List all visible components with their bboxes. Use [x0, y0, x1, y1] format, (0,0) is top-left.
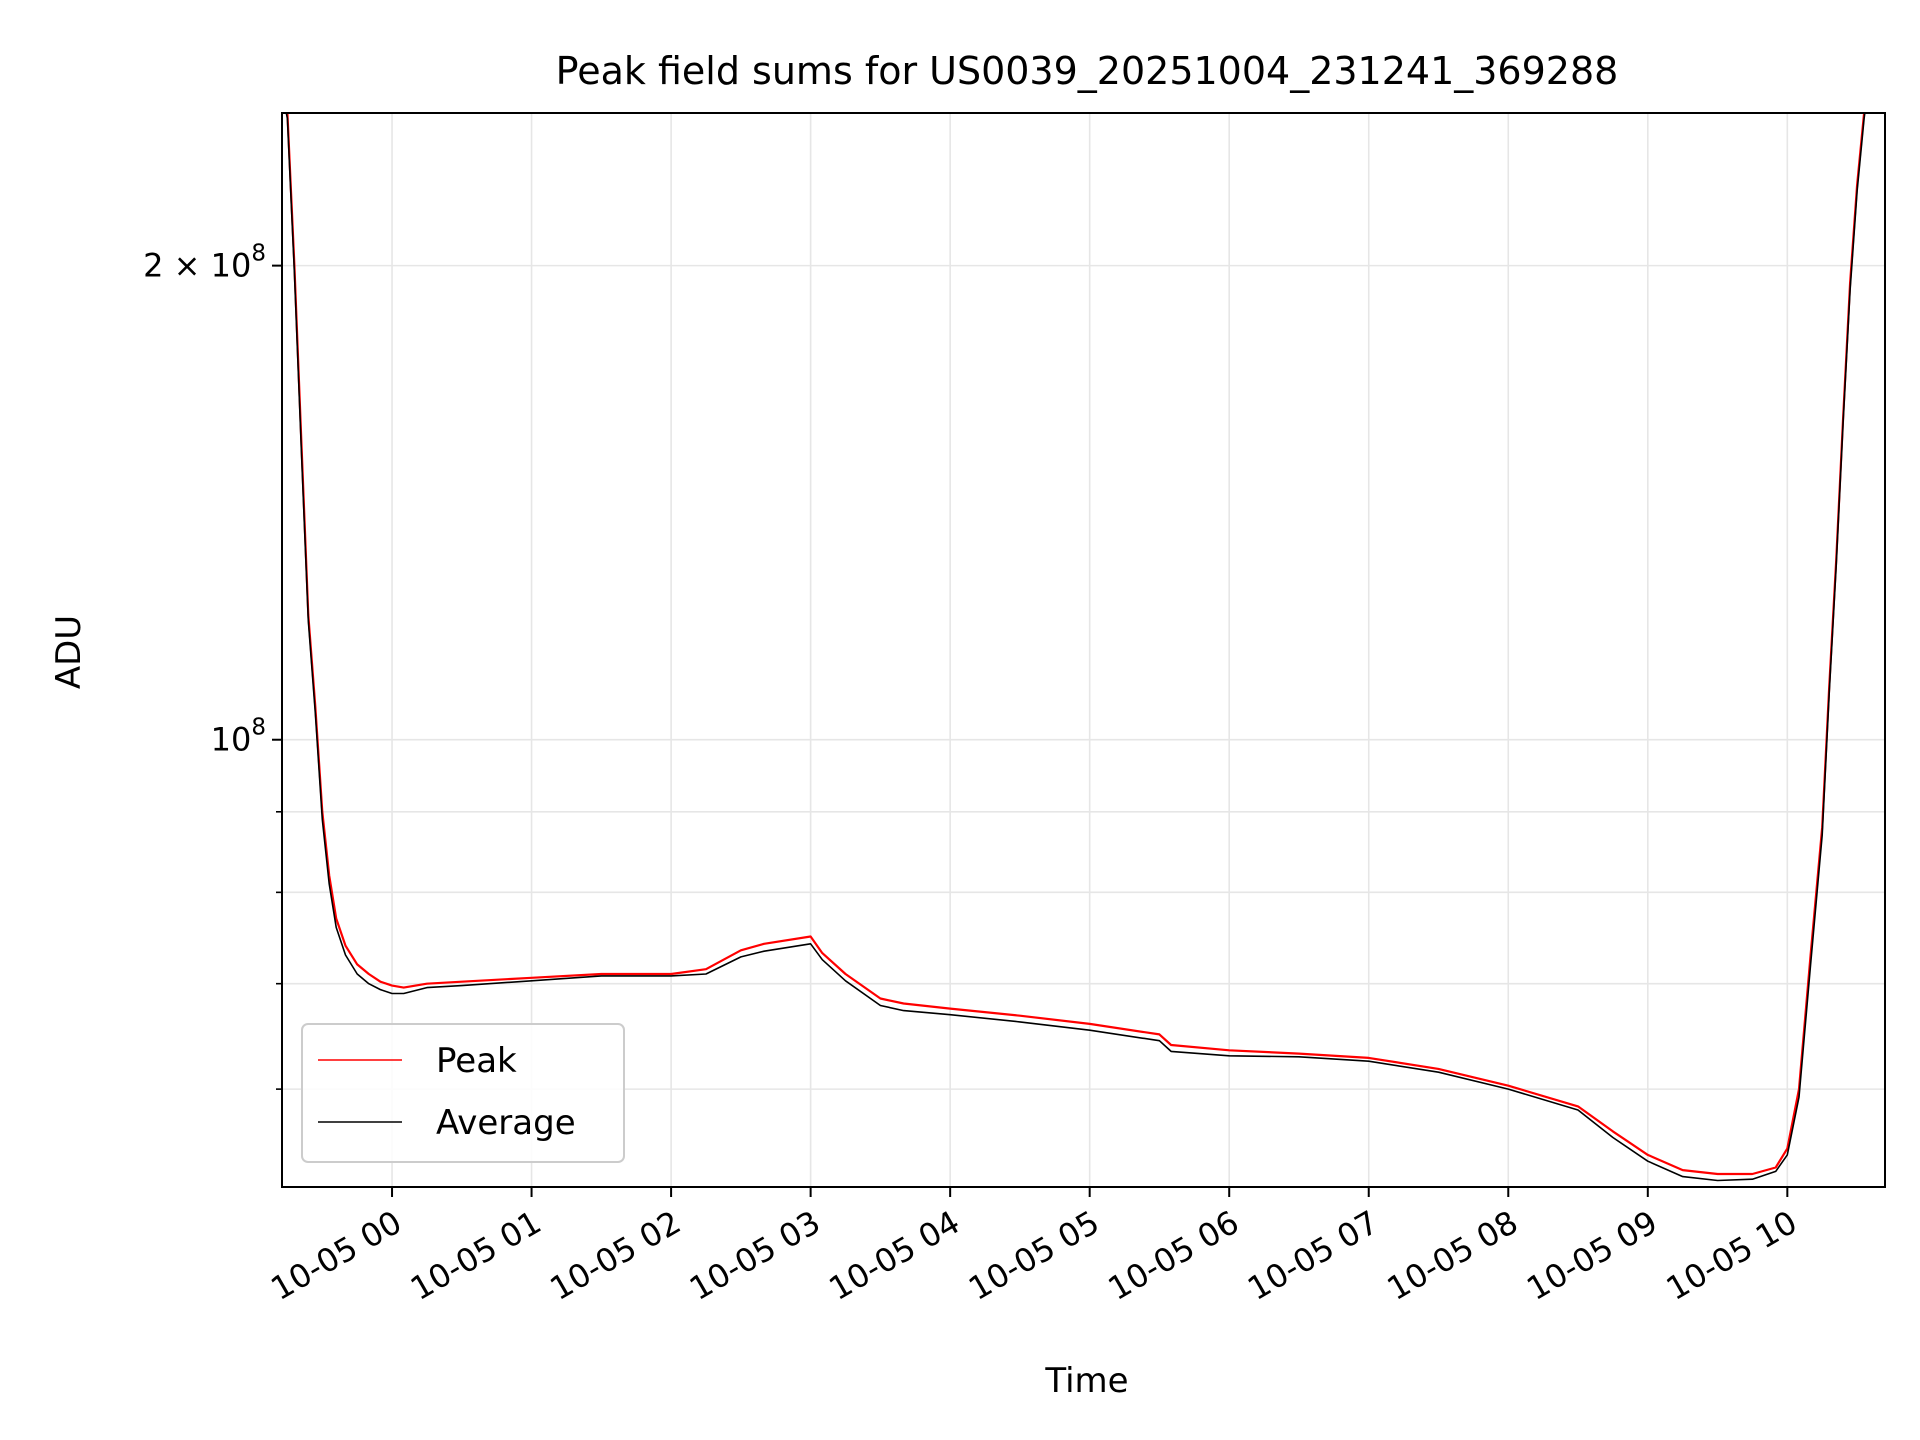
legend-label-peak: Peak	[436, 1041, 517, 1081]
grid	[282, 113, 1885, 1187]
legend-frame	[301, 1023, 625, 1163]
series-line-average	[285, 113, 1866, 1182]
plot-frame	[281, 112, 1886, 1188]
y-axis-label: ADU	[49, 615, 89, 689]
series-line-peak	[286, 113, 1866, 1176]
y-tick-label: 108	[211, 715, 266, 759]
legend-label-average: Average	[436, 1103, 576, 1143]
chart-title: Peak field sums for US0039_20251004_2312…	[556, 49, 1619, 93]
y-axis-ticks: 108 2 × 108	[143, 241, 282, 1090]
y-tick-label: 2 × 108	[143, 241, 266, 285]
legend: Peak Average	[301, 1023, 625, 1163]
series-layer	[285, 113, 1866, 1182]
x-axis-label: Time	[1044, 1361, 1128, 1401]
